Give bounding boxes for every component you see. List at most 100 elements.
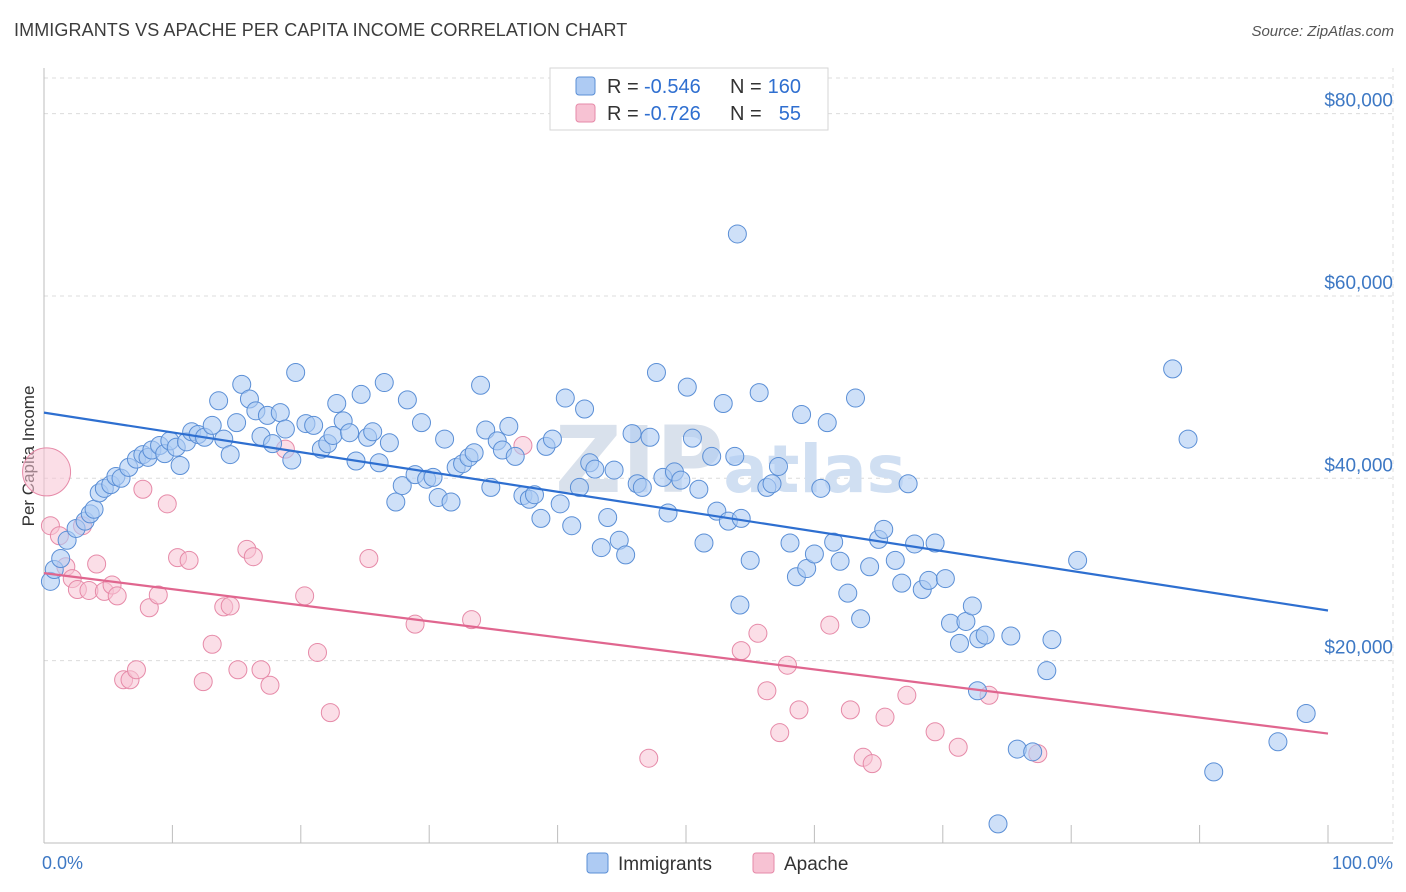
immigrants-point <box>838 583 858 603</box>
immigrants-point <box>282 450 302 470</box>
immigrants-point <box>386 492 406 512</box>
immigrants-point <box>392 476 412 496</box>
apache-point <box>133 479 153 499</box>
apache-point <box>820 615 840 635</box>
immigrants-point <box>209 391 229 411</box>
apache-point <box>757 681 777 701</box>
apache-point <box>639 748 659 768</box>
immigrants-point <box>988 814 1008 834</box>
immigrants-point <box>949 633 969 653</box>
immigrants-point <box>682 428 702 448</box>
apache-point <box>770 723 790 743</box>
immigrants-point <box>925 533 945 553</box>
immigrants-point <box>749 383 769 403</box>
immigrants-point <box>1163 359 1183 379</box>
apache-point <box>148 585 168 605</box>
immigrants-point <box>220 445 240 465</box>
y-tick-label-0: $20,000 <box>1324 638 1393 659</box>
series-legend: Immigrants Apache <box>586 852 848 875</box>
immigrants-trend-line <box>43 411 1329 612</box>
apache-point <box>179 550 199 570</box>
immigrants-point <box>1023 742 1043 762</box>
immigrants-point <box>270 403 290 423</box>
immigrants-point <box>658 503 678 523</box>
legend-r-value-2: -0.726 <box>644 103 701 125</box>
immigrants-point <box>550 494 570 514</box>
apache-point <box>748 623 768 643</box>
immigrants-point <box>435 429 455 449</box>
immigrants-point <box>569 477 589 497</box>
immigrants-point <box>860 557 880 577</box>
apache-point <box>789 700 809 720</box>
immigrants-point <box>817 413 837 433</box>
immigrants-point <box>499 416 519 436</box>
legend-r-label-1: R = <box>607 76 639 98</box>
immigrants-point <box>725 446 745 466</box>
apache-point <box>228 660 248 680</box>
x-tick-label-0: 0.0% <box>42 853 83 873</box>
immigrants-point <box>792 404 812 424</box>
immigrants-point <box>1042 630 1062 650</box>
immigrants-point <box>640 427 660 447</box>
immigrants-point <box>962 596 982 616</box>
immigrants-point <box>604 460 624 480</box>
immigrants-point <box>762 474 782 494</box>
chart-title: IMMIGRANTS VS APACHE PER CAPITA INCOME C… <box>14 20 628 40</box>
legend-n-label-1: N = <box>730 76 762 98</box>
immigrants-point <box>804 544 824 564</box>
immigrants-point <box>464 443 484 463</box>
immigrants-point <box>905 534 925 554</box>
immigrants-point <box>874 519 894 539</box>
apache-point <box>307 642 327 662</box>
immigrants-point <box>275 419 295 439</box>
apache-point <box>22 447 72 497</box>
apache-point <box>220 596 240 616</box>
correlation-legend-box <box>549 67 829 131</box>
immigrants-point <box>1007 739 1027 759</box>
immigrants-point <box>411 413 431 433</box>
apache-point <box>731 641 751 661</box>
immigrants-point <box>202 415 222 435</box>
legend-r-value-1: -0.546 <box>644 76 701 98</box>
immigrants-point <box>892 573 912 593</box>
x-tick-label-1: 100.0% <box>1332 853 1393 873</box>
immigrants-point <box>1268 732 1288 752</box>
x-ticks <box>43 825 1329 843</box>
x-tick-labels: 0.0% 100.0% <box>42 853 1393 873</box>
y-tick-labels: $20,000 $40,000 $60,000 $80,000 <box>1324 91 1393 659</box>
apache-point <box>87 554 107 574</box>
apache-point <box>320 703 340 723</box>
immigrants-point <box>1296 704 1316 724</box>
immigrants-point <box>824 532 844 552</box>
immigrants-point <box>727 224 747 244</box>
immigrants-point <box>505 446 525 466</box>
immigrants-point <box>363 422 383 442</box>
immigrants-point <box>677 377 697 397</box>
immigrants-point <box>542 429 562 449</box>
apache-point <box>126 660 146 680</box>
immigrants-point <box>575 399 595 419</box>
immigrants-point <box>286 363 306 383</box>
apache-point <box>862 754 882 774</box>
apache-point <box>462 610 482 630</box>
y-tick-label-2: $60,000 <box>1324 273 1393 294</box>
immigrants-point <box>51 549 71 569</box>
apache-point <box>243 547 263 567</box>
immigrants-point <box>935 569 955 589</box>
immigrants-point <box>702 446 722 466</box>
immigrants-point <box>531 508 551 528</box>
immigrants-point <box>811 478 831 498</box>
legend-n-label-2: N = <box>730 103 762 125</box>
immigrants-point <box>632 477 652 497</box>
apache-point <box>193 672 213 692</box>
immigrants-point <box>340 423 360 443</box>
apache-point <box>925 722 945 742</box>
immigrants-point <box>851 609 871 629</box>
immigrants-points <box>40 224 1316 834</box>
immigrants-point <box>351 384 371 404</box>
apache-point <box>875 707 895 727</box>
immigrants-point <box>830 551 850 571</box>
immigrants-point <box>975 625 995 645</box>
immigrants-point <box>598 508 618 527</box>
